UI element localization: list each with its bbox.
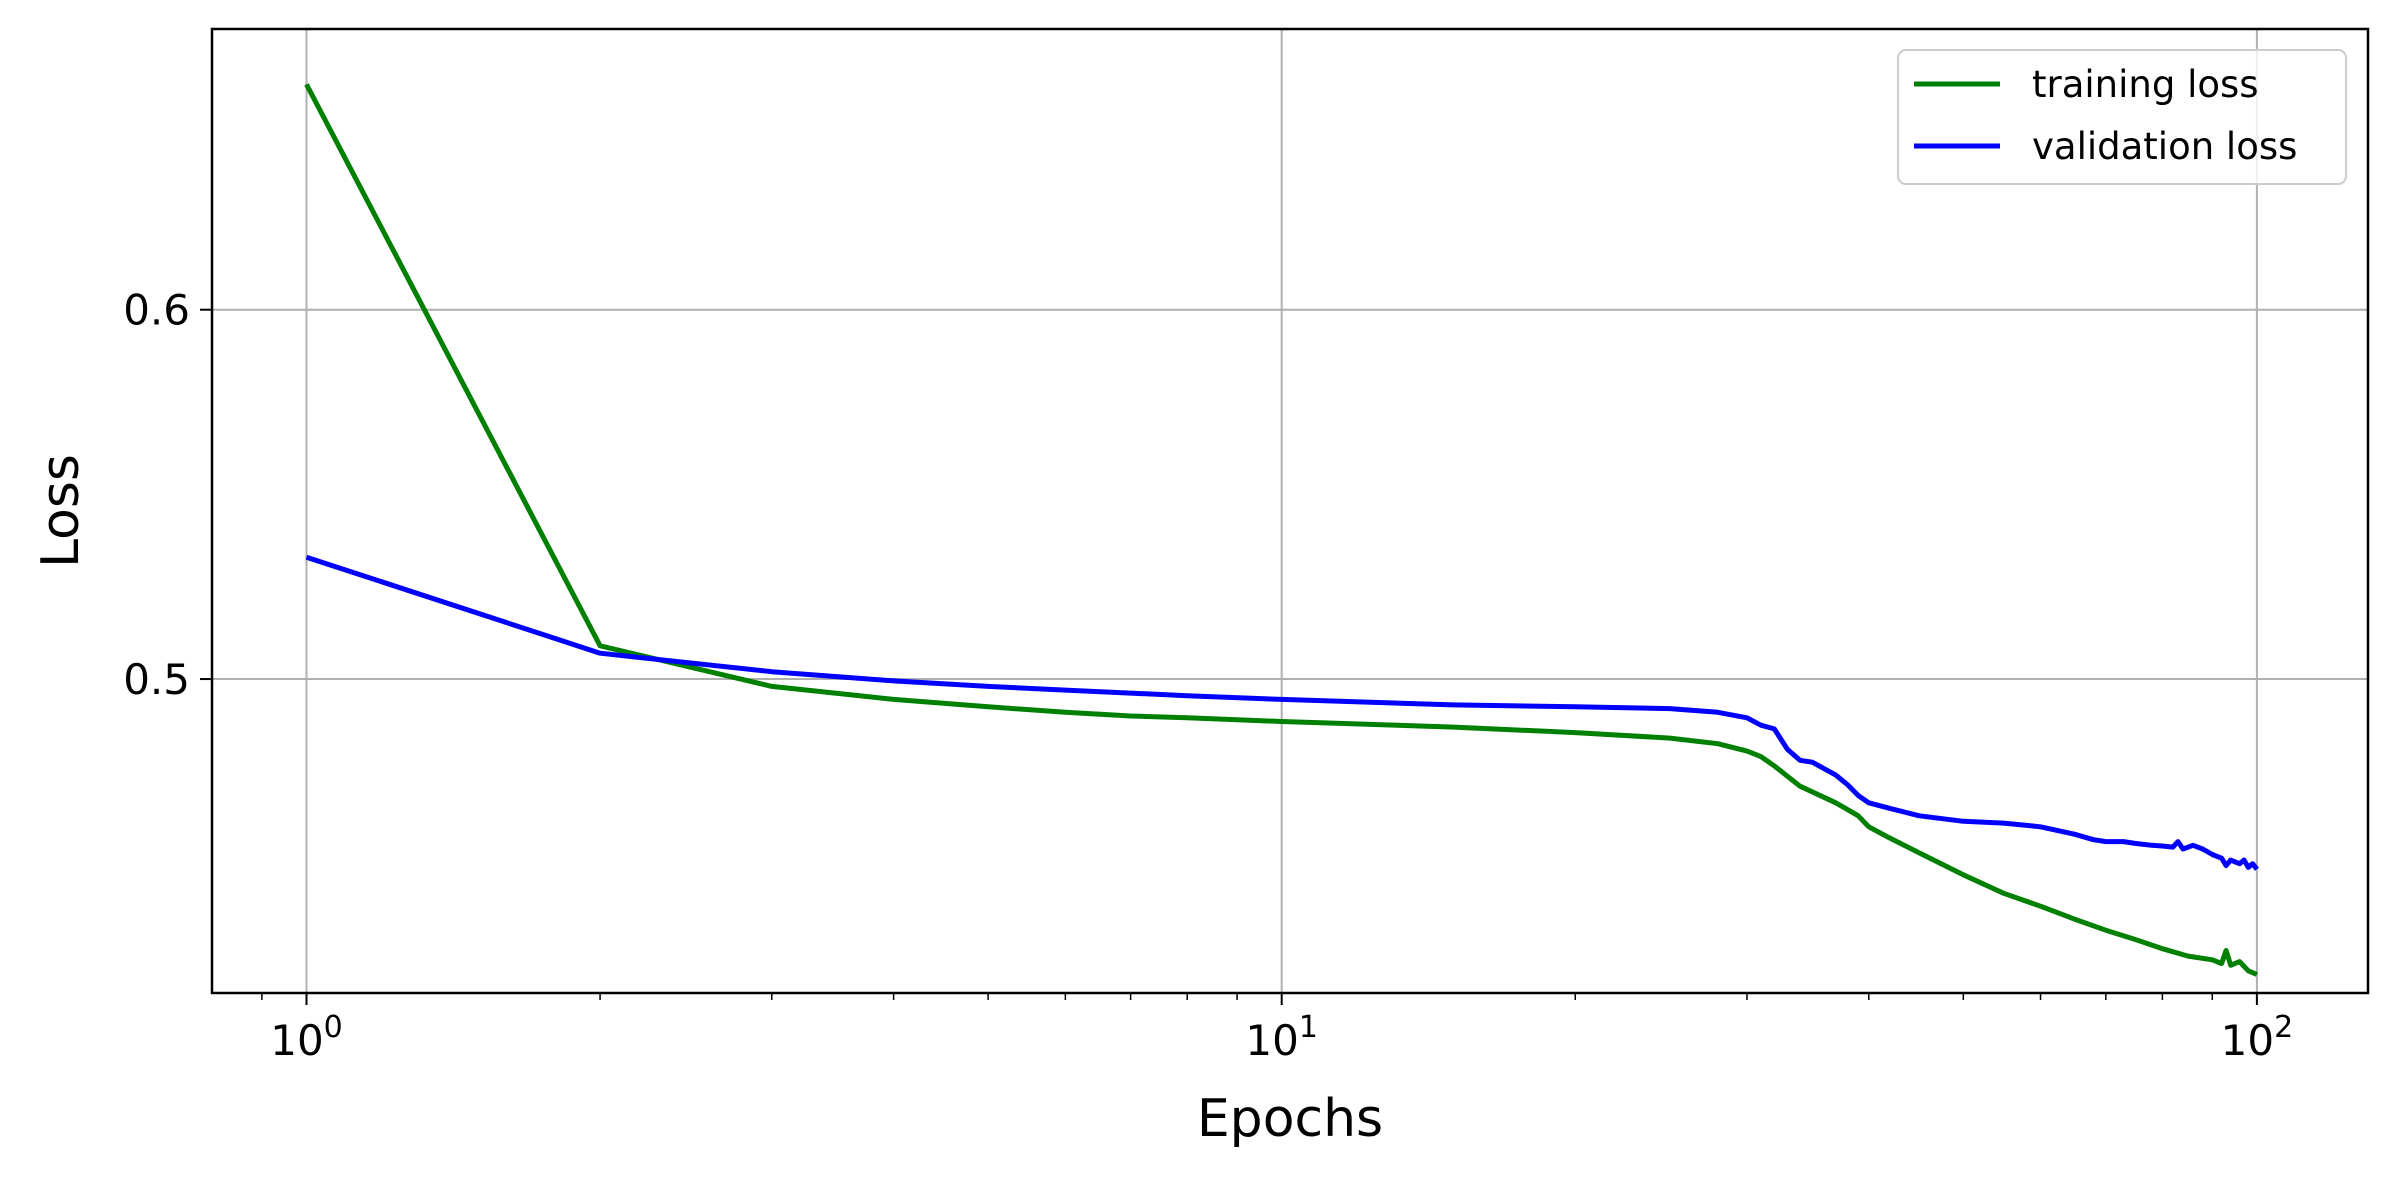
- x-tick-label: 102: [2221, 1010, 2294, 1065]
- legend-entry: validation loss: [1914, 125, 2297, 168]
- y-tick-label: 0.6: [123, 286, 190, 335]
- legend-label: validation loss: [2032, 125, 2297, 168]
- series-line-training-loss: [304, 83, 2258, 977]
- series-line-validation-loss: [305, 554, 2259, 871]
- plot-frame: [210, 27, 2370, 995]
- x-tick-label: 100: [270, 1010, 343, 1065]
- y-axis-label: Loss: [31, 454, 91, 568]
- x-tick-label: 101: [1245, 1010, 1318, 1065]
- y-tick-label: 0.5: [123, 655, 190, 704]
- x-axis-label: Epochs: [1197, 1089, 1383, 1149]
- legend-box: [1897, 49, 2347, 185]
- legend-entry: training loss: [1914, 63, 2259, 106]
- grid-lines: [212, 29, 2368, 993]
- axis-ticks: 100 101 102 0.5 0.6: [123, 286, 2293, 1065]
- legend: training loss validation loss: [1897, 49, 2347, 185]
- legend-label: training loss: [2032, 63, 2259, 106]
- series-layer: [304, 83, 2259, 977]
